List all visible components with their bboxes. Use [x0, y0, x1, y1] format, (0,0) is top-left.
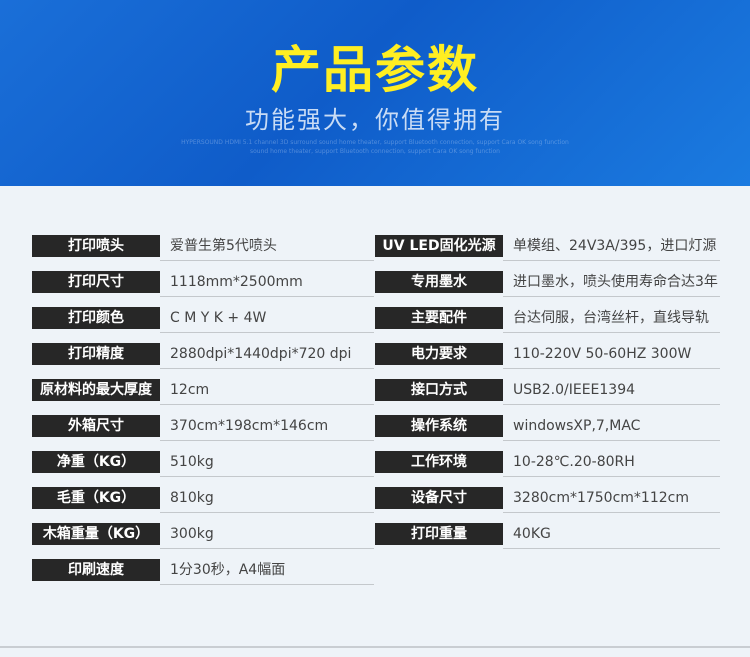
spec-row: 打印重量 40KG	[375, 523, 720, 549]
row-rule	[503, 404, 720, 405]
spec-value: 370cm*198cm*146cm	[170, 418, 329, 434]
spec-value: windowsXP,7,MAC	[513, 418, 641, 434]
spec-value: 510kg	[170, 454, 214, 470]
row-rule	[503, 476, 720, 477]
spec-value: 12cm	[170, 382, 210, 398]
row-rule	[160, 368, 374, 369]
spec-label: 主要配件	[375, 307, 503, 329]
subtitle: 功能强大，你值得拥有	[245, 106, 505, 134]
spec-label: 电力要求	[375, 343, 503, 365]
spec-value: 300kg	[170, 526, 214, 542]
row-rule	[503, 368, 720, 369]
spec-row: 打印精度 2880dpi*1440dpi*720 dpi	[32, 343, 374, 369]
row-rule	[160, 404, 374, 405]
spec-value: 10-28℃.20-80RH	[513, 454, 635, 470]
spec-row: 毛重（KG） 810kg	[32, 487, 374, 513]
spec-value: 2880dpi*1440dpi*720 dpi	[170, 346, 352, 362]
spec-value: 40KG	[513, 526, 551, 542]
spec-row: 打印颜色 C M Y K + 4W	[32, 307, 374, 333]
spec-row: 设备尺寸 3280cm*1750cm*112cm	[375, 487, 720, 513]
spec-row: 电力要求 110-220V 50-60HZ 300W	[375, 343, 720, 369]
row-rule	[160, 476, 374, 477]
row-rule	[160, 512, 374, 513]
spec-row: 印刷速度 1分30秒，A4幅面	[32, 559, 374, 585]
spec-label: 打印颜色	[32, 307, 160, 329]
spec-row: 木箱重量（KG） 300kg	[32, 523, 374, 549]
spec-label: 原材料的最大厚度	[32, 379, 160, 401]
spec-value: 爱普生第5代喷头	[170, 238, 277, 254]
spec-label: 打印重量	[375, 523, 503, 545]
row-rule	[503, 512, 720, 513]
spec-label: 毛重（KG）	[32, 487, 160, 509]
spec-label: 打印尺寸	[32, 271, 160, 293]
spec-row: 工作环境 10-28℃.20-80RH	[375, 451, 720, 477]
spec-label: 操作系统	[375, 415, 503, 437]
spec-row: 打印喷头 爱普生第5代喷头	[32, 235, 374, 261]
spec-row: 打印尺寸 1118mm*2500mm	[32, 271, 374, 297]
spec-label: 打印喷头	[32, 235, 160, 257]
row-rule	[160, 548, 374, 549]
spec-label: 净重（KG）	[32, 451, 160, 473]
row-rule	[160, 584, 374, 585]
spec-row: 外箱尺寸 370cm*198cm*146cm	[32, 415, 374, 441]
spec-label: 接口方式	[375, 379, 503, 401]
spec-label: 工作环境	[375, 451, 503, 473]
spec-value: USB2.0/IEEE1394	[513, 382, 636, 398]
spec-value: 1分30秒，A4幅面	[170, 562, 286, 578]
row-rule	[503, 296, 720, 297]
title: 产品参数	[271, 41, 479, 99]
fine-print: HYPERSOUND HDMI 5.1 channel 3D surround …	[181, 139, 569, 146]
spec-label: 木箱重量（KG）	[32, 523, 160, 545]
spec-value: 单模组、24V3A/395，进口灯源	[513, 238, 717, 254]
spec-row: 净重（KG） 510kg	[32, 451, 374, 477]
footer-rule	[0, 646, 750, 648]
row-rule	[160, 260, 374, 261]
spec-row: 接口方式 USB2.0/IEEE1394	[375, 379, 720, 405]
row-rule	[160, 296, 374, 297]
spec-label: 专用墨水	[375, 271, 503, 293]
fine-print: sound home theater, support Bluetooth co…	[250, 148, 500, 155]
spec-row: 操作系统 windowsXP,7,MAC	[375, 415, 720, 441]
spec-label: 打印精度	[32, 343, 160, 365]
spec-value: 3280cm*1750cm*112cm	[513, 490, 689, 506]
row-rule	[503, 440, 720, 441]
spec-label: 外箱尺寸	[32, 415, 160, 437]
spec-row: UV LED固化光源 单模组、24V3A/395，进口灯源	[375, 235, 720, 261]
spec-label: 印刷速度	[32, 559, 160, 581]
spec-value: 810kg	[170, 490, 214, 506]
banner: 产品参数 功能强大，你值得拥有 HYPERSOUND HDMI 5.1 chan…	[0, 0, 750, 186]
spec-label: UV LED固化光源	[375, 235, 503, 257]
spec-value: C M Y K + 4W	[170, 310, 267, 326]
spec-row: 原材料的最大厚度 12cm	[32, 379, 374, 405]
spec-row: 主要配件 台达伺服，台湾丝杆，直线导轨	[375, 307, 720, 333]
spec-value: 进口墨水，喷头使用寿命合达3年	[513, 274, 718, 290]
row-rule	[503, 548, 720, 549]
spec-value: 1118mm*2500mm	[170, 274, 303, 290]
spec-value: 110-220V 50-60HZ 300W	[513, 346, 692, 362]
row-rule	[503, 260, 720, 261]
row-rule	[160, 332, 374, 333]
row-rule	[503, 332, 720, 333]
row-rule	[160, 440, 374, 441]
spec-label: 设备尺寸	[375, 487, 503, 509]
spec-value: 台达伺服，台湾丝杆，直线导轨	[513, 310, 709, 326]
spec-row: 专用墨水 进口墨水，喷头使用寿命合达3年	[375, 271, 720, 297]
